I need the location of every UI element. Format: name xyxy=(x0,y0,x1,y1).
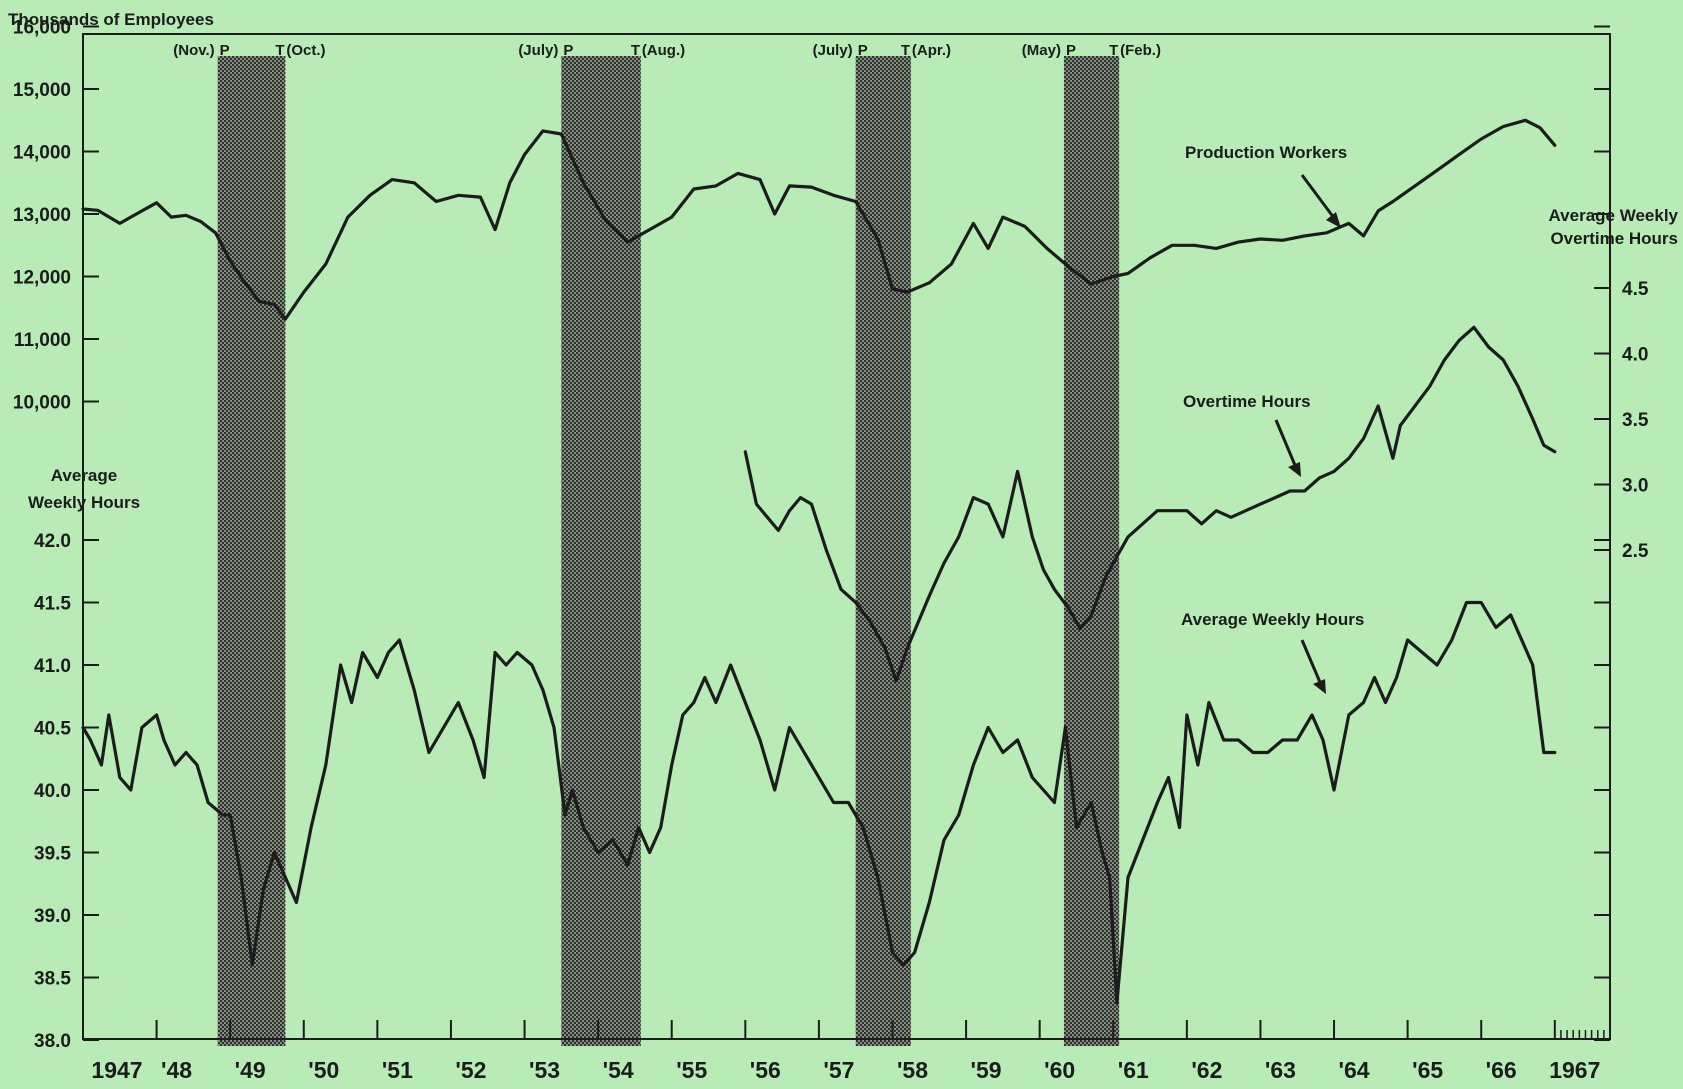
hours-tick-label: 39.0 xyxy=(34,906,71,927)
annotation-average-weekly-hours: Average Weekly Hours xyxy=(1181,610,1364,629)
peak-marker: P xyxy=(220,42,230,59)
average-weekly-hours-line xyxy=(81,600,1557,1005)
arrowhead-average-weekly-hours xyxy=(1313,679,1326,694)
arrowhead-production-workers xyxy=(1326,212,1341,228)
hours-tick-label: 41.5 xyxy=(34,594,71,615)
hours-tick-label: 42.0 xyxy=(34,531,71,552)
overtime-tick-label: 4.5 xyxy=(1622,279,1649,300)
year-label: '57 xyxy=(823,1057,854,1083)
recession-bands xyxy=(217,56,1120,1046)
trough-month-label: (Apr.) xyxy=(912,42,951,59)
arrowhead-overtime-hours xyxy=(1288,462,1301,477)
employee-tick-label: 15,000 xyxy=(13,80,71,101)
year-label: '61 xyxy=(1118,1057,1149,1083)
year-label: '52 xyxy=(455,1057,486,1083)
year-label: '55 xyxy=(676,1057,707,1083)
year-label: '49 xyxy=(235,1057,266,1083)
overtime-tick-label: 3.5 xyxy=(1622,410,1649,431)
year-label: '51 xyxy=(382,1057,413,1083)
trough-marker: T xyxy=(901,42,910,59)
year-label: '66 xyxy=(1486,1057,1517,1083)
trough-marker: T xyxy=(1109,42,1118,59)
overtime-tick-label: 3.0 xyxy=(1622,476,1648,497)
plot-frame xyxy=(82,33,1611,1040)
employee-tick-label: 13,000 xyxy=(13,205,71,226)
year-label: 1967 xyxy=(1549,1057,1600,1083)
year-label: '48 xyxy=(161,1057,192,1083)
axis-labels: (Nov.) P T (Oct.) (July) P T (Aug.) (July) P T (Apr… xyxy=(13,18,1649,1084)
arrow-average-weekly-hours xyxy=(1300,639,1324,688)
year-label: '64 xyxy=(1339,1057,1370,1083)
year-label: '60 xyxy=(1044,1057,1075,1083)
employee-tick-label: 12,000 xyxy=(13,268,71,289)
annotation-overtime-hours: Overtime Hours xyxy=(1183,392,1311,411)
series-lines xyxy=(81,118,1557,1005)
peak-month-label: (July) xyxy=(813,42,853,59)
arrow-production-workers xyxy=(1300,174,1339,223)
year-label: '56 xyxy=(750,1057,781,1083)
year-label: 1947 xyxy=(91,1057,142,1083)
year-label: '58 xyxy=(897,1057,928,1083)
recession-band xyxy=(855,56,911,1046)
annotation-production-workers: Production Workers xyxy=(1185,143,1347,162)
trough-marker: T xyxy=(275,42,284,59)
year-label: '54 xyxy=(603,1057,634,1083)
peak-marker: P xyxy=(1066,42,1076,59)
axis-ticks xyxy=(82,25,1611,1041)
employee-tick-label: 16,000 xyxy=(13,18,71,39)
overtime-tick-label: 2.5 xyxy=(1622,541,1649,562)
peak-marker: P xyxy=(563,42,573,59)
recession-band xyxy=(217,56,286,1046)
year-label: '59 xyxy=(971,1057,1002,1083)
overtime-tick-label: 4.0 xyxy=(1622,345,1648,366)
peak-month-label: (July) xyxy=(518,42,558,59)
hours-tick-label: 38.0 xyxy=(34,1031,71,1052)
trough-month-label: (Aug.) xyxy=(642,42,685,59)
peak-month-label: (Nov.) xyxy=(173,42,214,59)
hours-tick-label: 39.5 xyxy=(34,844,71,865)
peak-marker: P xyxy=(858,42,868,59)
right-axis-title-line1: Average Weekly xyxy=(1549,206,1679,225)
hours-axis-title-line1: Average xyxy=(51,466,117,485)
recession-band xyxy=(561,56,641,1046)
trough-marker: T xyxy=(631,42,640,59)
hours-axis-title-line2: Weekly Hours xyxy=(28,493,140,512)
employee-tick-label: 11,000 xyxy=(14,330,71,351)
production-workers-line xyxy=(81,118,1557,321)
right-axis-title-line2: Overtime Hours xyxy=(1550,229,1678,248)
year-label: '53 xyxy=(529,1057,560,1083)
year-label: '63 xyxy=(1265,1057,1296,1083)
left-axis-title: Thousands of Employees xyxy=(8,10,214,29)
peak-month-label: (May) xyxy=(1022,42,1061,59)
hours-tick-label: 38.5 xyxy=(34,969,71,990)
employee-tick-label: 14,000 xyxy=(13,143,71,164)
trough-month-label: (Feb.) xyxy=(1120,42,1161,59)
trough-month-label: (Oct.) xyxy=(286,42,325,59)
arrow-overtime-hours xyxy=(1274,419,1299,471)
employee-tick-label: 10,000 xyxy=(13,393,71,414)
year-label: '50 xyxy=(308,1057,339,1083)
year-label: '65 xyxy=(1412,1057,1443,1083)
hours-tick-label: 41.0 xyxy=(34,656,71,677)
year-label: '62 xyxy=(1191,1057,1222,1083)
hours-tick-label: 40.5 xyxy=(34,719,71,740)
overtime-hours-line xyxy=(743,325,1557,683)
hours-tick-label: 40.0 xyxy=(34,781,71,802)
